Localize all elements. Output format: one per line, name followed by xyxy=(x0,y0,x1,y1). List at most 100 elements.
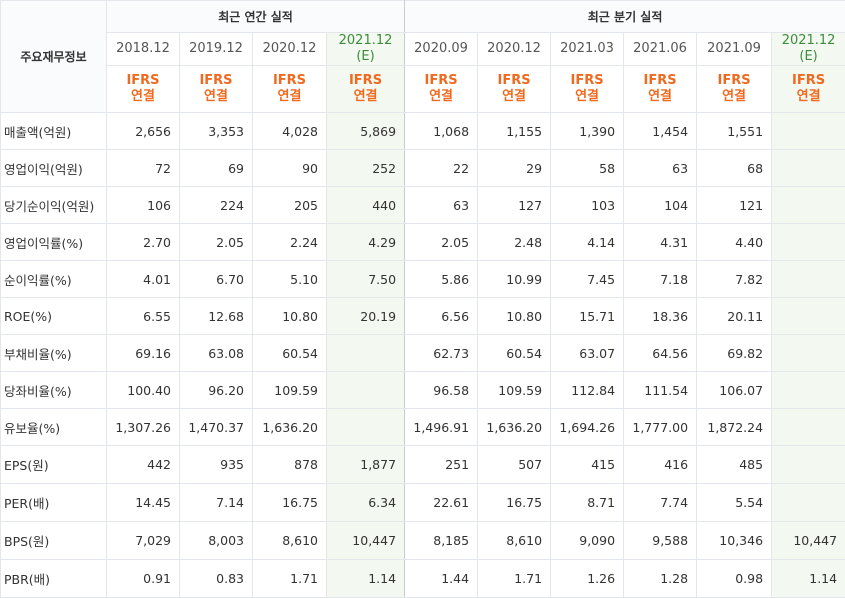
table-cell: 12.68 xyxy=(180,298,253,335)
table-cell: 5,869 xyxy=(327,113,405,150)
period-label: 2021.12 xyxy=(327,33,404,49)
period-label: 2018.12 xyxy=(107,41,179,57)
consolidated-label: 연결 xyxy=(253,89,326,105)
table-cell: 1.71 xyxy=(478,560,551,598)
table-cell xyxy=(327,335,405,372)
table-cell: 2.05 xyxy=(180,224,253,261)
table-cell: 251 xyxy=(405,446,478,484)
table-cell: 507 xyxy=(478,446,551,484)
table-cell: 29 xyxy=(478,150,551,187)
consolidated-label: 연결 xyxy=(624,89,696,105)
row-label: 매출액(억원) xyxy=(1,113,107,150)
table-cell: 106 xyxy=(107,187,180,224)
table-cell: 16.75 xyxy=(478,484,551,522)
period-label: 2019.12 xyxy=(180,41,252,57)
table-cell: 2,656 xyxy=(107,113,180,150)
period-label: 2020.09 xyxy=(405,41,477,57)
table-cell: 1.71 xyxy=(253,560,327,598)
table-cell: 1.26 xyxy=(551,560,624,598)
table-cell: 8,610 xyxy=(253,522,327,560)
table-cell: 1,454 xyxy=(624,113,697,150)
table-cell: 96.58 xyxy=(405,372,478,409)
table-cell: 0.98 xyxy=(697,560,772,598)
period-label: 2021.12 xyxy=(772,33,845,49)
period-label: 2021.09 xyxy=(697,41,771,57)
row-label: 영업이익(억원) xyxy=(1,150,107,187)
table-cell: 15.71 xyxy=(551,298,624,335)
table-cell: 6.70 xyxy=(180,261,253,298)
label-column-header: 주요재무정보 xyxy=(1,1,107,113)
table-cell: 878 xyxy=(253,446,327,484)
table-cell: 16.75 xyxy=(253,484,327,522)
table-cell: 1,777.00 xyxy=(624,409,697,446)
table-cell: 7.18 xyxy=(624,261,697,298)
table-cell: 1.44 xyxy=(405,560,478,598)
period-header: 2021.03 xyxy=(551,33,624,66)
row-label: PER(배) xyxy=(1,484,107,522)
table-cell: 7.50 xyxy=(327,261,405,298)
table-cell: 22.61 xyxy=(405,484,478,522)
row-label: 당좌비율(%) xyxy=(1,372,107,409)
table-cell: 109.59 xyxy=(478,372,551,409)
table-cell: 63.07 xyxy=(551,335,624,372)
table-cell: 7.82 xyxy=(697,261,772,298)
table-cell: 10.99 xyxy=(478,261,551,298)
table-cell: 4.31 xyxy=(624,224,697,261)
table-cell: 6.55 xyxy=(107,298,180,335)
table-cell: 121 xyxy=(697,187,772,224)
period-label: 2021.06 xyxy=(624,41,696,57)
table-cell: 10.80 xyxy=(478,298,551,335)
table-cell: 205 xyxy=(253,187,327,224)
table-cell: 100.40 xyxy=(107,372,180,409)
period-header: 2019.12 xyxy=(180,33,253,66)
table-cell: 1.28 xyxy=(624,560,697,598)
table-cell xyxy=(327,409,405,446)
consolidated-label: 연결 xyxy=(107,89,179,105)
table-cell xyxy=(772,335,845,372)
table-cell: 1,496.91 xyxy=(405,409,478,446)
ifrs-label: IFRS xyxy=(624,73,696,89)
table-cell: 7.74 xyxy=(624,484,697,522)
table-cell: 416 xyxy=(624,446,697,484)
period-label: 2020.12 xyxy=(478,41,550,57)
ifrs-label: IFRS xyxy=(253,73,326,89)
row-label: 영업이익률(%) xyxy=(1,224,107,261)
table-cell: 8,185 xyxy=(405,522,478,560)
table-cell: 127 xyxy=(478,187,551,224)
table-cell: 4.29 xyxy=(327,224,405,261)
table-cell: 6.34 xyxy=(327,484,405,522)
period-header: 2020.12 xyxy=(253,33,327,66)
table-cell: 0.83 xyxy=(180,560,253,598)
table-cell: 252 xyxy=(327,150,405,187)
period-header: 2021.12(E) xyxy=(327,33,405,66)
table-cell: 485 xyxy=(697,446,772,484)
table-cell: 112.84 xyxy=(551,372,624,409)
table-cell: 18.36 xyxy=(624,298,697,335)
table-cell: 68 xyxy=(697,150,772,187)
table-cell: 10.80 xyxy=(253,298,327,335)
period-header: 2021.06 xyxy=(624,33,697,66)
period-label: 2020.12 xyxy=(253,41,326,57)
table-cell: 2.05 xyxy=(405,224,478,261)
table-cell: 2.70 xyxy=(107,224,180,261)
table-cell: 10,447 xyxy=(772,522,845,560)
